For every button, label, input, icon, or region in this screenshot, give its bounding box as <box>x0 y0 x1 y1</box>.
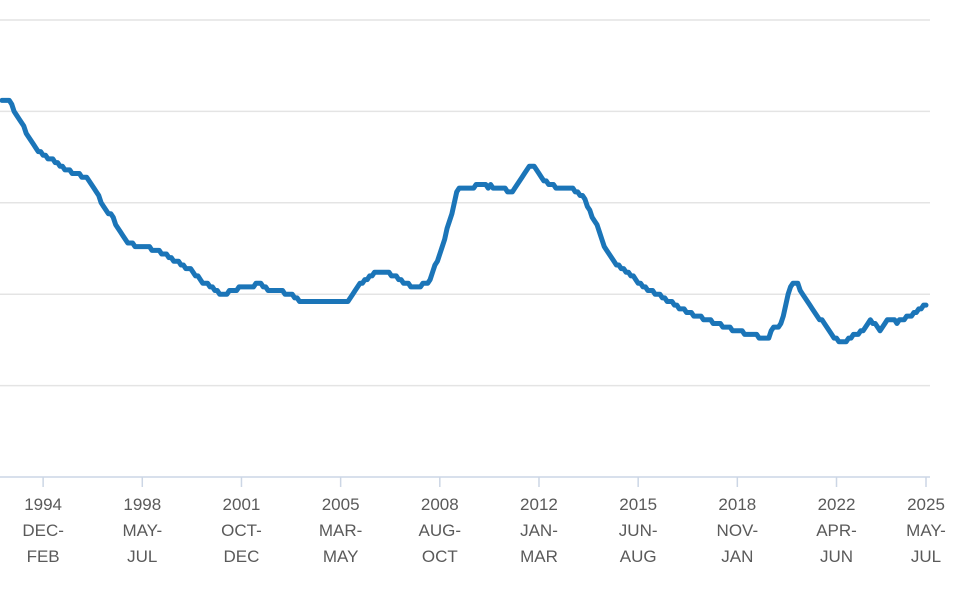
x-tick-label: 2012 JAN-MAR <box>520 495 558 566</box>
x-tick-label: 2001 OCT-DEC <box>221 495 262 566</box>
x-tick-label: 1994 DEC-FEB <box>22 495 64 566</box>
x-tick-label: 2025 MAY-JUL <box>906 495 946 566</box>
x-tick-label: 2008 AUG-OCT <box>418 495 462 566</box>
x-tick-label: 2005 MAR-MAY <box>318 495 363 566</box>
x-tick-label: 2022 APR-JUN <box>816 495 857 566</box>
data-line <box>0 97 929 345</box>
x-tick-label: 1998 MAY-JUL <box>122 495 163 566</box>
x-tick-label: 2018 NOV-JAN <box>716 495 759 566</box>
x-tick-label: 2015 JUN-AUG <box>618 495 658 566</box>
